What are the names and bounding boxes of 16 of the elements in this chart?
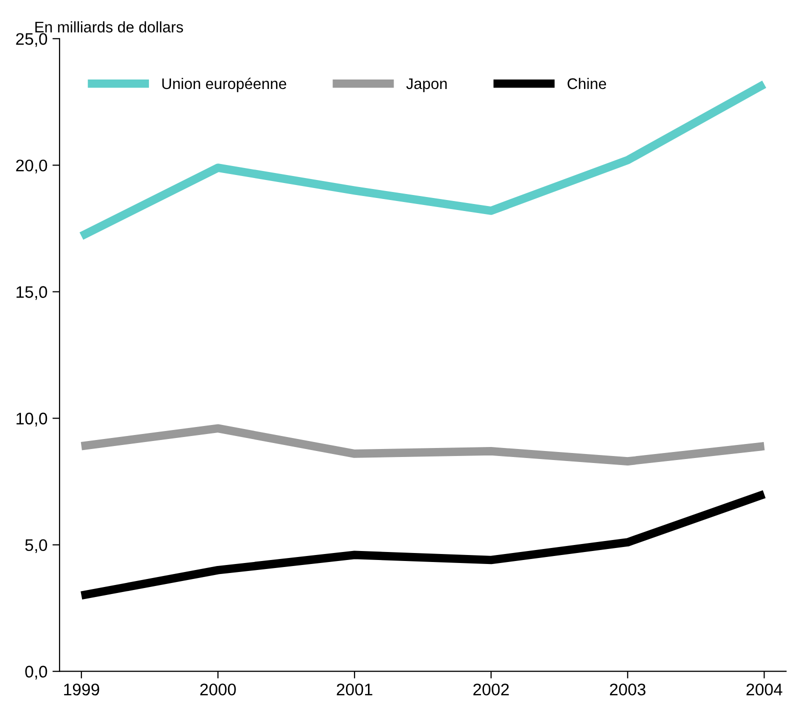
y-tick-label: 0,0 <box>25 666 48 680</box>
y-tick-label: 25,0 <box>16 33 48 47</box>
legend-label: Japon <box>406 78 447 92</box>
y-tick-label: 10,0 <box>16 412 48 426</box>
y-tick-label: 15,0 <box>16 286 48 300</box>
x-tick-label: 2003 <box>610 684 646 696</box>
x-tick-label: 2004 <box>746 684 782 696</box>
x-tick-label: 2002 <box>473 684 509 696</box>
legend-label: Union européenne <box>162 78 286 92</box>
y-tick-label: 5,0 <box>25 539 48 553</box>
legend-label: Chine <box>568 78 606 90</box>
x-tick-label: 2001 <box>336 684 372 696</box>
x-tick-label: 2000 <box>200 684 236 696</box>
y-axis-title: En milliards de dollars <box>35 21 184 32</box>
x-tick-label: 1999 <box>64 684 100 696</box>
y-tick-label: 20,0 <box>16 160 48 174</box>
